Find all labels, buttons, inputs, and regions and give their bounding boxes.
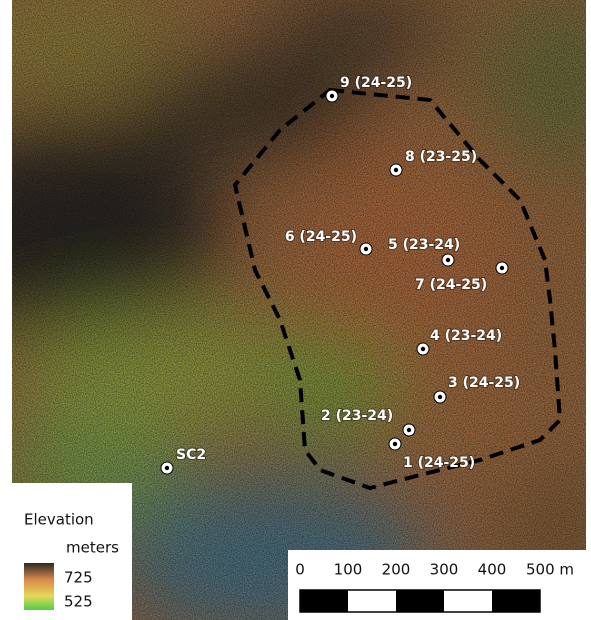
legend-max: 725 bbox=[64, 569, 93, 587]
point-label: 9 (24-25) bbox=[340, 75, 412, 91]
scale-segment bbox=[492, 590, 540, 612]
point-label: 8 (23-25) bbox=[405, 149, 477, 165]
page: 9 (24-25) 8 (23-25) 6 (24-25) 5 (23-24) … bbox=[0, 0, 591, 620]
scale-label: 500 m bbox=[526, 561, 574, 579]
scale-segment bbox=[396, 590, 444, 612]
point-label: 2 (23-24) bbox=[321, 408, 393, 424]
scale-label: 400 bbox=[478, 561, 507, 579]
point-label: 3 (24-25) bbox=[448, 375, 520, 391]
scale-label: 300 bbox=[430, 561, 459, 579]
legend-unit: meters bbox=[66, 539, 119, 557]
point-label: 6 (24-25) bbox=[285, 229, 357, 245]
scale-segment bbox=[300, 590, 348, 612]
legend: Elevation meters 725 525 bbox=[12, 483, 132, 620]
point-label: 1 (24-25) bbox=[403, 455, 475, 471]
point-label: SC2 bbox=[176, 447, 206, 463]
point-label: 7 (24-25) bbox=[415, 277, 487, 293]
legend-title: Elevation bbox=[24, 511, 94, 529]
scale-label: 0 bbox=[295, 561, 305, 579]
scale-label: 200 bbox=[382, 561, 411, 579]
legend-ramp bbox=[24, 563, 54, 610]
scale-label: 100 bbox=[334, 561, 363, 579]
legend-min: 525 bbox=[64, 593, 93, 611]
map: 9 (24-25) 8 (23-25) 6 (24-25) 5 (23-24) … bbox=[0, 0, 591, 620]
point-label: 4 (23-24) bbox=[430, 328, 502, 344]
point-label: 5 (23-24) bbox=[388, 237, 460, 253]
scale-bar: 0 100 200 300 400 500 m bbox=[288, 550, 586, 620]
